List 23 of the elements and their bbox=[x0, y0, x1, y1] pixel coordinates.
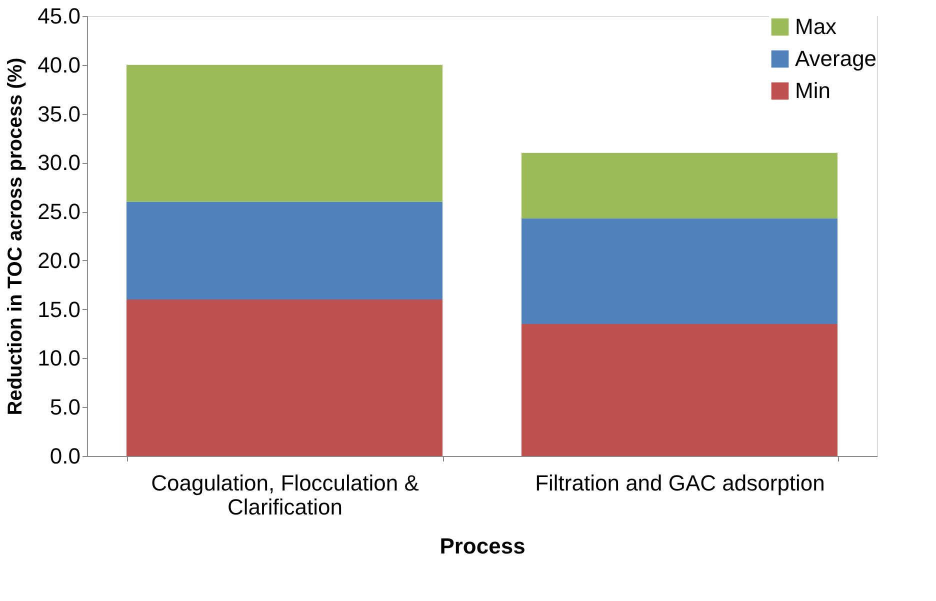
legend-label: Average bbox=[795, 46, 877, 71]
y-tick-label: 45.0 bbox=[38, 4, 80, 28]
y-tick-label: 5.0 bbox=[50, 394, 80, 420]
y-tick-label: 30.0 bbox=[38, 150, 80, 176]
bar bbox=[522, 218, 838, 324]
legend-label: Min bbox=[795, 78, 830, 103]
y-tick-label: 20.0 bbox=[38, 248, 80, 273]
bar bbox=[522, 152, 838, 218]
bar bbox=[126, 64, 442, 202]
legend-label: Max bbox=[795, 14, 837, 39]
y-tick-label: 40.0 bbox=[38, 52, 80, 78]
y-tick-label: 10.0 bbox=[38, 346, 80, 371]
bar bbox=[126, 202, 442, 300]
y-axis-title: Reduction in TOC across process (%) bbox=[4, 58, 27, 416]
y-tick-label: 25.0 bbox=[38, 199, 80, 224]
x-axis-title: Process bbox=[440, 534, 526, 558]
y-tick-label: 0.0 bbox=[50, 444, 80, 468]
y-tick-label: 15.0 bbox=[38, 296, 80, 322]
bar bbox=[126, 300, 442, 456]
x-tick-label: Coagulation, Flocculation & Clarification bbox=[151, 470, 420, 520]
x-tick-label: Filtration and GAC adsorption bbox=[535, 470, 825, 496]
y-tick-label: 35.0 bbox=[38, 101, 80, 126]
bar bbox=[522, 324, 838, 456]
